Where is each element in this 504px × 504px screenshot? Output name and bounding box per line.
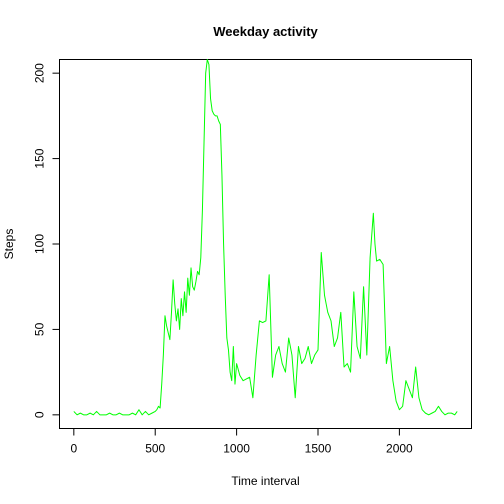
x-axis-label: Time interval xyxy=(231,474,299,488)
y-tick-label: 100 xyxy=(33,234,47,254)
y-axis: 0 50 100 150 200 xyxy=(33,63,60,418)
x-axis: 0 500 1000 1500 2000 xyxy=(70,428,413,456)
y-tick-label: 0 xyxy=(33,411,47,418)
x-tick-label: 0 xyxy=(70,442,77,456)
x-tick-label: 1500 xyxy=(305,442,332,456)
x-tick-label: 1000 xyxy=(223,442,250,456)
y-tick-label: 200 xyxy=(33,63,47,83)
y-tick-label: 150 xyxy=(33,148,47,168)
plot-frame xyxy=(59,59,472,429)
x-tick-label: 500 xyxy=(145,442,165,456)
series-line xyxy=(73,59,458,416)
chart-title: Weekday activity xyxy=(213,24,318,39)
y-axis-label: Steps xyxy=(2,229,16,260)
y-tick-label: 50 xyxy=(33,322,47,336)
x-tick-label: 2000 xyxy=(386,442,413,456)
